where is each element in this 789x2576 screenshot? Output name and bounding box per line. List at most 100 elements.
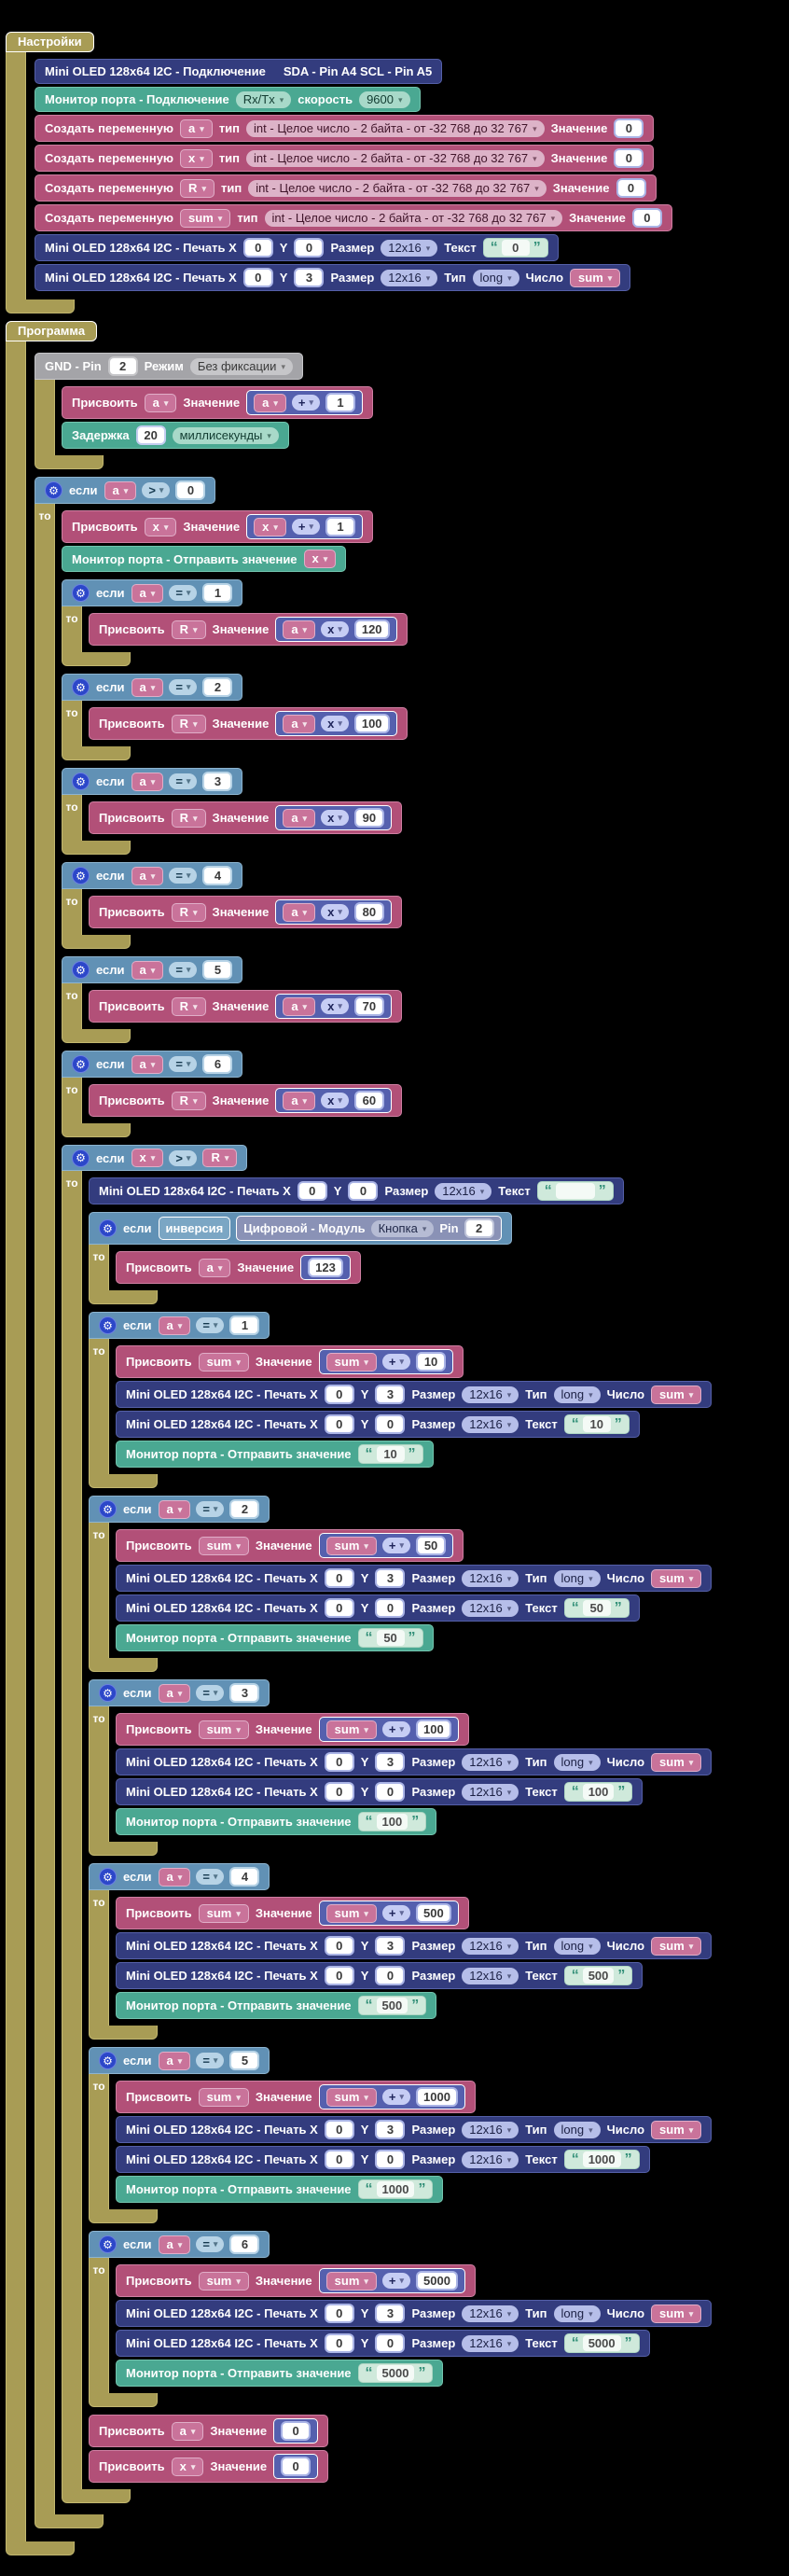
variable-chip[interactable]: a ▾ (180, 118, 213, 138)
variable-chip[interactable]: x ▾ (254, 517, 286, 536)
variable-chip[interactable]: sum ▾ (325, 2271, 377, 2291)
dropdown-field[interactable]: 12x16 ▾ (381, 269, 438, 286)
number-field[interactable]: 10 (418, 1354, 445, 1370)
serial-send-500[interactable]: Монитор порта - Отправить значение “500” (116, 1992, 437, 2019)
assign-sum-plus-10[interactable]: Присвоить sum ▾ Значение sum ▾ + ▾ 10 (116, 1345, 464, 1378)
string-field[interactable]: 10 (582, 1416, 611, 1432)
number-field[interactable]: 3 (231, 1685, 258, 1701)
if-a-eq-1-head[interactable]: ⚙ если a ▾ = ▾ 1 (62, 579, 243, 606)
if-sum-a-eq-5-head[interactable]: ⚙ если a ▾ = ▾ 5 (89, 2047, 270, 2074)
operator-dropdown[interactable]: = ▾ (169, 585, 198, 601)
assign-sum-plus-5000[interactable]: Присвоить sum ▾ Значение sum ▾ + ▾ 5000 (116, 2264, 476, 2297)
number-field[interactable]: 0 (325, 1600, 353, 1616)
string-field[interactable] (555, 1183, 595, 1199)
variable-chip[interactable]: a ▾ (283, 808, 316, 828)
variable-chip[interactable]: a ▾ (283, 902, 316, 922)
operator-dropdown[interactable]: + ▾ (381, 1354, 411, 1370)
variable-chip[interactable]: x ▾ (144, 517, 177, 536)
number-field[interactable]: 3 (377, 1386, 404, 1402)
oled-print-sum-1[interactable]: Mini OLED 128x64 I2C - Печать X 0 Y 3 Размер… (116, 1381, 713, 1408)
dropdown-field[interactable]: int - Целое число - 2 байта - от -32 768… (264, 209, 563, 227)
expr-a-times-70[interactable]: a ▾ x ▾ 70 (275, 994, 392, 1019)
dropdown-field[interactable]: long ▾ (553, 1753, 601, 1771)
string-field[interactable]: 50 (376, 1630, 405, 1646)
string-block[interactable]: “10” (357, 1444, 423, 1464)
operator-dropdown[interactable]: = ▾ (169, 868, 198, 884)
variable-chip[interactable]: sum ▾ (651, 2120, 702, 2139)
variable-chip[interactable]: sum ▾ (198, 1536, 249, 1555)
assign-r-100[interactable]: Присвоить R ▾ Значение a ▾ x ▾ 100 (89, 707, 408, 740)
number-field[interactable]: 3 (296, 270, 323, 285)
operator-dropdown[interactable]: + ▾ (381, 1721, 411, 1737)
number-field[interactable]: 0 (377, 1416, 404, 1432)
gear-icon[interactable]: ⚙ (72, 678, 90, 696)
variable-chip[interactable]: a ▾ (283, 996, 316, 1016)
dropdown-field[interactable]: миллисекунды ▾ (172, 426, 279, 444)
operator-dropdown[interactable]: x ▾ (321, 621, 349, 637)
expr-sum-plus-10[interactable]: sum ▾ + ▾ 10 (318, 1349, 454, 1374)
expr-sum-plus-100[interactable]: sum ▾ + ▾ 100 (318, 1717, 459, 1742)
number-field[interactable]: 1 (231, 1317, 258, 1333)
number-field[interactable]: 0 (325, 1938, 353, 1954)
assign-sum-plus-50[interactable]: Присвоить sum ▾ Значение sum ▾ + ▾ 50 (116, 1529, 464, 1562)
number-field[interactable]: 3 (204, 773, 231, 789)
number-field[interactable]: 3 (377, 2305, 404, 2321)
operator-dropdown[interactable]: x ▾ (321, 716, 349, 731)
variable-chip[interactable]: a ▾ (131, 960, 164, 980)
serial-send-50[interactable]: Монитор порта - Отправить значение “50” (116, 1624, 434, 1651)
string-field[interactable]: 1000 (582, 2151, 621, 2167)
number-field[interactable]: 0 (325, 2122, 353, 2137)
number-field[interactable]: 20 (137, 427, 164, 443)
number-field[interactable]: 100 (418, 1721, 450, 1737)
assign-x-increment[interactable]: Присвоить x ▾ Значение x ▾ + ▾ 1 (62, 510, 374, 543)
variable-chip[interactable]: a ▾ (158, 1499, 191, 1519)
operator-dropdown[interactable]: = ▾ (196, 1869, 225, 1885)
string-block[interactable]: “10” (563, 1414, 630, 1434)
operator-dropdown[interactable]: + ▾ (381, 1538, 411, 1553)
variable-chip[interactable]: a ▾ (171, 2421, 204, 2441)
variable-chip[interactable]: a ▾ (158, 1316, 191, 1335)
string-field[interactable]: 100 (582, 1784, 615, 1800)
serial-send-x[interactable]: Монитор порта - Отправить значение x ▾ (62, 546, 347, 572)
number-field[interactable]: 2 (465, 1220, 492, 1236)
gear-icon[interactable]: ⚙ (72, 867, 90, 884)
number-field[interactable]: 123 (310, 1260, 341, 1275)
expr-a-times-90[interactable]: a ▾ x ▾ 90 (275, 805, 392, 830)
variable-chip[interactable]: sum ▾ (325, 1536, 377, 1555)
variable-chip[interactable]: R ▾ (171, 808, 206, 828)
number-field[interactable]: 1 (327, 395, 354, 411)
expr-a-plus-1[interactable]: a ▾ + ▾ 1 (246, 390, 364, 415)
gear-icon[interactable]: ⚙ (99, 1500, 117, 1518)
if-x-gt-r-head[interactable]: ⚙ если x ▾ > ▾ R ▾ (62, 1145, 248, 1171)
number-field[interactable]: 2 (109, 358, 136, 374)
variable-chip[interactable]: a ▾ (104, 480, 137, 500)
dropdown-field[interactable]: 12x16 ▾ (462, 2151, 519, 2168)
oled-print-text-50[interactable]: Mini OLED 128x64 I2C - Печать X 0 Y 0 Размер… (116, 1594, 640, 1622)
assign-a-123[interactable]: Присвоить a ▾ Значение 123 (116, 1251, 361, 1284)
operator-dropdown[interactable]: = ▾ (196, 1501, 225, 1517)
dropdown-field[interactable]: long ▾ (553, 2121, 601, 2138)
string-block[interactable]: “1000” (563, 2150, 640, 2169)
dropdown-field[interactable]: Без фиксации ▾ (189, 357, 293, 375)
operator-dropdown[interactable]: = ▾ (169, 679, 198, 695)
expr-a-times-60[interactable]: a ▾ x ▾ 60 (275, 1088, 392, 1113)
number-field[interactable]: 3 (377, 1570, 404, 1586)
operator-dropdown[interactable]: = ▾ (196, 1685, 225, 1701)
operator-dropdown[interactable]: = ▾ (196, 2236, 225, 2252)
variable-chip[interactable]: a ▾ (131, 772, 164, 791)
if-a-eq-3-head[interactable]: ⚙ если a ▾ = ▾ 3 (62, 768, 243, 795)
variable-chip[interactable]: a ▾ (131, 1054, 164, 1074)
assign-r-120[interactable]: Присвоить R ▾ Значение a ▾ x ▾ 120 (89, 613, 408, 646)
variable-chip[interactable]: sum ▾ (198, 1352, 249, 1372)
expr-x-plus-1[interactable]: x ▾ + ▾ 1 (246, 514, 364, 539)
number-field[interactable]: 0 (283, 2458, 310, 2474)
gear-icon[interactable]: ⚙ (72, 773, 90, 790)
oled-print-sum-6[interactable]: Mini OLED 128x64 I2C - Печать X 0 Y 3 Размер… (116, 2300, 713, 2327)
expr-sum-plus-1000[interactable]: sum ▾ + ▾ 1000 (318, 2084, 465, 2110)
string-block[interactable]: “5000” (357, 2363, 434, 2383)
dropdown-field[interactable]: Кнопка ▾ (370, 1219, 435, 1237)
number-field[interactable]: 0 (283, 2423, 310, 2439)
string-block[interactable]: “100” (563, 1782, 633, 1802)
if-sum-a-eq-2-head[interactable]: ⚙ если a ▾ = ▾ 2 (89, 1496, 270, 1523)
value-123[interactable]: 123 (300, 1255, 351, 1280)
